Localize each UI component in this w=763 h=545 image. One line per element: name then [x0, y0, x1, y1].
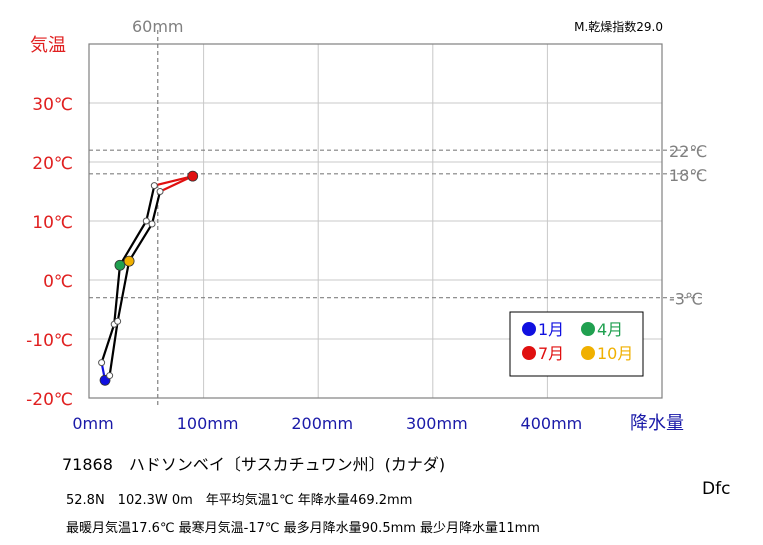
curve-segment — [145, 184, 156, 223]
curve-segment — [100, 323, 116, 364]
station-info-line2: 最暖月気温17.6℃ 最寒月気温-17℃ 最多月降水量90.5mm 最少月降水量… — [66, 521, 540, 536]
legend-label-10: 10月 — [597, 344, 633, 363]
x-tick-label: 400mm — [521, 414, 583, 433]
legend-marker-4 — [581, 322, 595, 336]
dryness-index-label: M.乾燥指数29.0 — [574, 19, 663, 34]
curve-segment — [128, 222, 154, 263]
curve-segment — [150, 190, 162, 226]
y-tick-label: 10℃ — [32, 213, 73, 233]
y-axis-title: 気温 — [30, 35, 66, 56]
month-point-9 — [148, 220, 156, 228]
month-point-8 — [156, 188, 164, 195]
y-tick-label: -20℃ — [26, 390, 73, 410]
legend-label-1: 1月 — [538, 320, 564, 339]
y-tick-label: 20℃ — [32, 154, 73, 174]
curve-segment — [158, 175, 194, 193]
monthly-curve — [100, 175, 194, 382]
y-tick-label: -10℃ — [26, 331, 73, 351]
x-tick-label: 300mm — [406, 414, 468, 433]
reference-lines: 60mm 22℃ 18℃ -3℃ — [89, 17, 707, 406]
y-tick-label: 30℃ — [32, 95, 73, 115]
legend-label-4: 4月 — [597, 320, 623, 339]
station-info-line1: 52.8N 102.3W 0m 年平均気温1℃ 年降水量469.2mm — [66, 493, 413, 508]
month-point-2 — [98, 359, 106, 367]
month-point-11 — [114, 317, 122, 325]
legend-label-7: 7月 — [538, 344, 564, 363]
legend: 1月 4月 7月 10月 — [509, 311, 644, 377]
legend-box — [509, 311, 644, 377]
month-points — [98, 170, 199, 386]
x-tick-label: 100mm — [177, 414, 239, 433]
climate-type: Dfc — [702, 479, 731, 499]
month-point-4 — [114, 259, 126, 271]
ref-label-temp: -3℃ — [669, 290, 703, 309]
ref-label-temp: 22℃ — [669, 142, 707, 161]
curve-segment — [116, 260, 131, 323]
month-point-10 — [123, 255, 135, 267]
x-tick-label: 0mm — [72, 414, 113, 433]
month-point-6 — [150, 182, 158, 190]
legend-marker-1 — [522, 322, 536, 336]
legend-marker-10 — [581, 346, 595, 360]
month-point-12 — [106, 372, 114, 380]
x-axis-title: 降水量 — [630, 413, 684, 434]
month-point-7 — [187, 170, 199, 182]
curve-segment — [108, 320, 119, 377]
legend-marker-7 — [522, 346, 536, 360]
month-point-5 — [142, 217, 150, 225]
curve-segment — [153, 175, 194, 187]
ref-label-temp: 18℃ — [669, 166, 707, 185]
curve-segment — [113, 264, 122, 326]
station-title: 71868 ハドソンベイ〔サスカチュワン州〕(カナダ) — [62, 455, 446, 474]
plot-frame — [88, 43, 663, 399]
curve-segment — [118, 219, 148, 267]
x-tick-label: 200mm — [291, 414, 353, 433]
y-tick-label: 0℃ — [43, 272, 73, 292]
tick-labels: 30℃ 20℃ 10℃ 0℃ -10℃ -20℃ 0mm 100mm 200mm 300mm 400… — [26, 95, 582, 433]
ref-label-60mm: 60mm — [132, 17, 184, 36]
